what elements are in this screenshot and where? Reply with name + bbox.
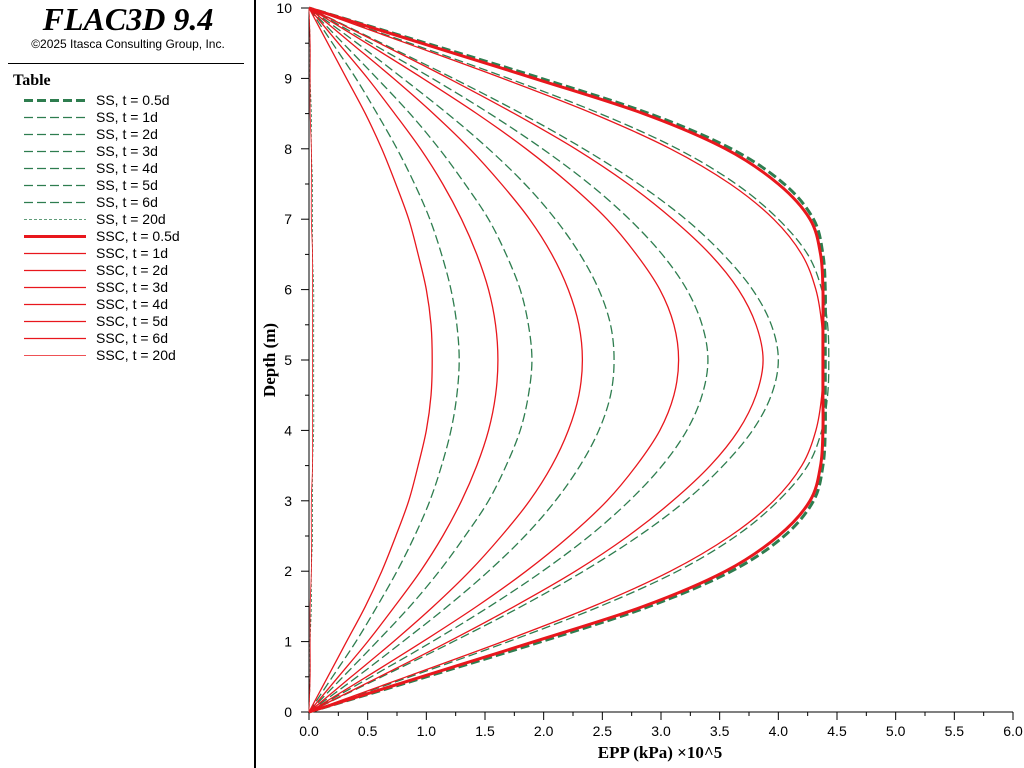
app-title: FLAC3D 9.4 — [42, 1, 214, 37]
x-tick-label: 1.5 — [475, 723, 495, 739]
series-line — [308, 7, 764, 713]
legend-label: SSC, t = 0.5d — [96, 228, 180, 244]
series-line — [308, 7, 460, 713]
legend-label: SSC, t = 2d — [96, 262, 168, 278]
x-tick-label: 0.5 — [358, 723, 378, 739]
legend-item: SS, t = 6d — [14, 194, 250, 211]
legend-title: Table — [13, 72, 51, 89]
series-line — [308, 7, 779, 713]
x-tick-label: 5.5 — [945, 723, 965, 739]
x-tick-label: 3.5 — [710, 723, 730, 739]
legend-label: SSC, t = 20d — [96, 347, 176, 363]
chart-plot-area — [308, 6, 830, 714]
legend-item: SS, t = 1d — [14, 109, 250, 126]
legend-label: SS, t = 5d — [96, 177, 158, 193]
legend-item: SS, t = 2d — [14, 126, 250, 143]
y-tick-label: 3 — [284, 493, 292, 509]
legend-item: SSC, t = 6d — [14, 330, 250, 347]
y-tick-label: 9 — [284, 70, 292, 86]
legend-swatch — [24, 235, 86, 238]
legend-swatch — [24, 116, 86, 119]
legend-label: SSC, t = 6d — [96, 330, 168, 346]
series-line — [308, 7, 584, 713]
y-axis-label: Depth (m) — [260, 323, 279, 397]
legend-swatch — [24, 99, 86, 102]
series-line — [308, 7, 499, 713]
legend-swatch — [24, 337, 86, 340]
legend-item: SSC, t = 5d — [14, 313, 250, 330]
legend-item: SSC, t = 20d — [14, 347, 250, 364]
legend-item: SSC, t = 0.5d — [14, 228, 250, 245]
legend-swatch — [24, 269, 86, 272]
legend-swatch — [24, 167, 86, 170]
x-tick-label: 3.0 — [651, 723, 671, 739]
legend-label: SS, t = 20d — [96, 211, 166, 227]
legend-label: SS, t = 4d — [96, 160, 158, 176]
legend-label: SS, t = 3d — [96, 143, 158, 159]
x-tick-label: 2.0 — [534, 723, 554, 739]
y-tick-label: 4 — [284, 422, 292, 438]
x-tick-label: 4.0 — [769, 723, 789, 739]
series-line — [308, 7, 824, 713]
legend-label: SS, t = 0.5d — [96, 92, 170, 108]
x-tick-label: 0.0 — [299, 723, 319, 739]
legend-label: SSC, t = 1d — [96, 245, 168, 261]
legend-label: SS, t = 2d — [96, 126, 158, 142]
y-tick-label: 10 — [276, 0, 292, 16]
legend-swatch — [24, 303, 86, 306]
legend: SS, t = 0.5d SS, t = 1d SS, t = 2d SS, t = … — [14, 92, 250, 364]
legend-label: SSC, t = 5d — [96, 313, 168, 329]
legend-swatch — [24, 133, 86, 136]
x-tick-label: 2.5 — [593, 723, 613, 739]
legend-item: SSC, t = 2d — [14, 262, 250, 279]
legend-swatch — [24, 219, 86, 220]
legend-label: SSC, t = 3d — [96, 279, 168, 295]
legend-item: SS, t = 0.5d — [14, 92, 250, 109]
legend-swatch — [24, 355, 86, 356]
legend-label: SS, t = 1d — [96, 109, 158, 125]
legend-label: SS, t = 6d — [96, 194, 158, 210]
legend-swatch — [24, 252, 86, 255]
x-tick-label: 5.0 — [886, 723, 906, 739]
legend-swatch — [24, 286, 86, 289]
series-line — [308, 6, 825, 714]
x-tick-label: 6.0 — [1003, 723, 1023, 739]
y-tick-label: 6 — [284, 282, 292, 298]
chart-axes: 0.0 0.5 1.0 1.5 2.0 2.5 3.0 3.5 4.0 4.5 5.0 5.5 6.0 0… — [276, 0, 1023, 739]
legend-swatch — [24, 184, 86, 187]
copyright-text: ©2025 Itasca Consulting Group, Inc. — [31, 37, 225, 51]
series-line — [308, 7, 709, 713]
series-line — [308, 7, 314, 713]
y-tick-label: 1 — [284, 634, 292, 650]
legend-swatch — [24, 201, 86, 204]
series-line — [308, 7, 615, 713]
legend-item: SS, t = 20d — [14, 211, 250, 228]
title-divider — [8, 63, 244, 64]
legend-swatch — [24, 150, 86, 153]
series-line — [308, 6, 827, 714]
x-tick-label: 1.0 — [417, 723, 437, 739]
series-line — [308, 7, 533, 713]
chart: 0.0 0.5 1.0 1.5 2.0 2.5 3.0 3.5 4.0 4.5 5.0 5.5 6.0 0… — [260, 0, 1023, 762]
series-line — [308, 7, 830, 713]
series-line — [308, 7, 680, 713]
y-tick-label: 7 — [284, 211, 292, 227]
legend-item: SS, t = 3d — [14, 143, 250, 160]
y-tick-label: 5 — [284, 352, 292, 368]
legend-panel: FLAC3D 9.4 ©2025 Itasca Consulting Group… — [0, 0, 256, 768]
legend-item: SSC, t = 3d — [14, 279, 250, 296]
y-tick-label: 2 — [284, 563, 292, 579]
legend-item: SS, t = 5d — [14, 177, 250, 194]
legend-item: SSC, t = 1d — [14, 245, 250, 262]
legend-swatch — [24, 320, 86, 323]
legend-item: SS, t = 4d — [14, 160, 250, 177]
legend-item: SSC, t = 4d — [14, 296, 250, 313]
series-line — [308, 7, 433, 713]
legend-label: SSC, t = 4d — [96, 296, 168, 312]
x-axis-label: EPP (kPa) ×10^5 — [598, 743, 722, 762]
y-tick-label: 0 — [284, 704, 292, 720]
series-line — [308, 7, 315, 713]
x-tick-label: 4.5 — [827, 723, 847, 739]
y-tick-label: 8 — [284, 141, 292, 157]
